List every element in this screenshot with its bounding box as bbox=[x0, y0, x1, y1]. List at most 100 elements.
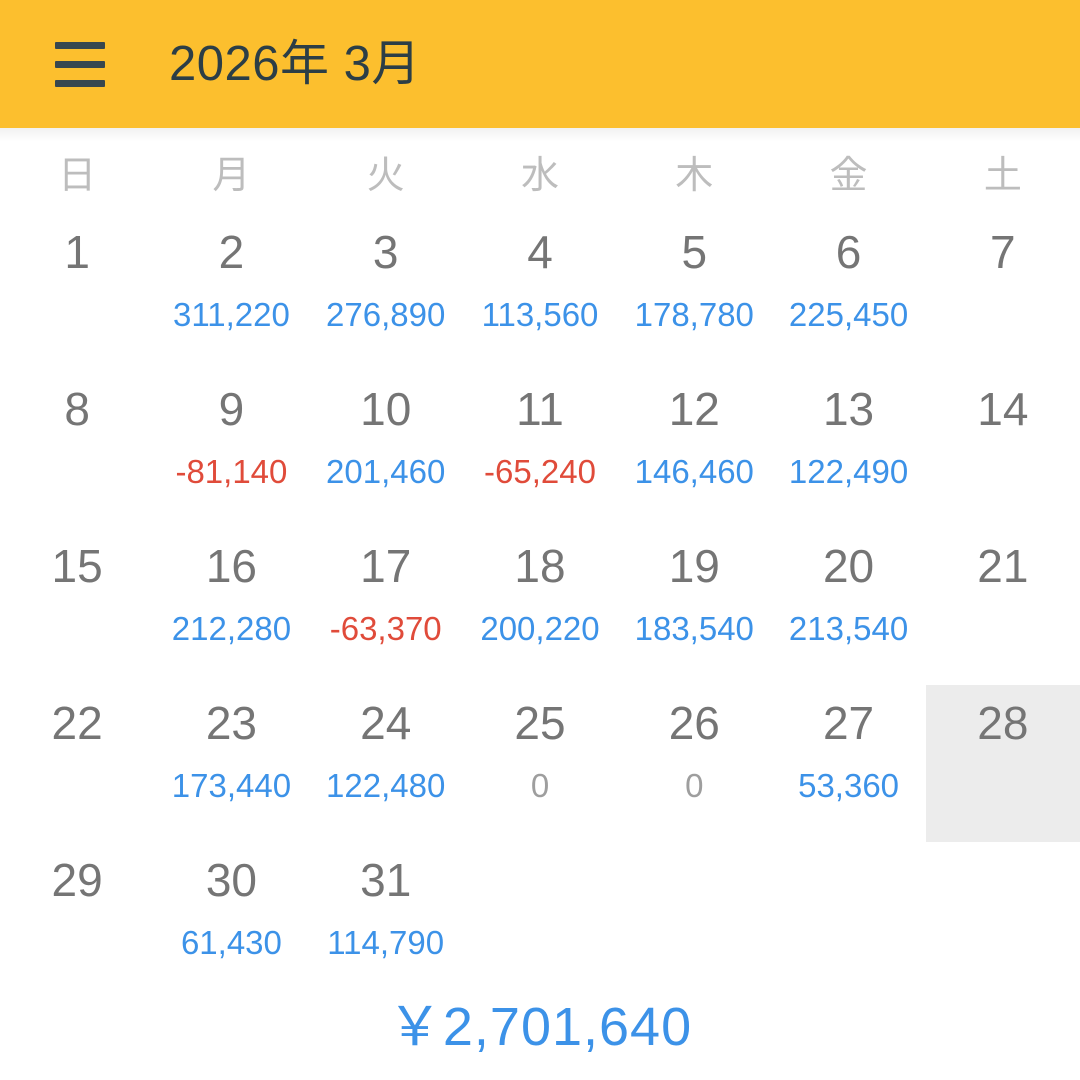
day-number: 19 bbox=[668, 540, 720, 592]
day-amount: 114,790 bbox=[327, 924, 445, 962]
day-cell[interactable]: 4 113,560 bbox=[463, 214, 617, 371]
weekday-friday: 金 bbox=[829, 154, 868, 197]
day-number: 9 bbox=[218, 383, 245, 435]
day-number: 1 bbox=[64, 226, 90, 278]
day-cell[interactable]: 7 bbox=[926, 214, 1080, 371]
weekday-monday: 月 bbox=[212, 154, 251, 197]
day-number: 3 bbox=[372, 226, 399, 278]
day-cell[interactable]: 10 201,460 bbox=[309, 371, 463, 528]
day-cell[interactable]: 14 bbox=[926, 371, 1080, 528]
day-number: 28 bbox=[977, 697, 1029, 749]
day-number: 7 bbox=[990, 226, 1016, 278]
calendar-week-row: 22 23 173,440 24 122,480 25 0 26 0 27 53,360 28 bbox=[0, 685, 1080, 842]
menu-bar-top bbox=[55, 41, 105, 49]
calendar-week-row: 29 30 61,430 31 114,790 bbox=[0, 842, 1080, 999]
day-number: 18 bbox=[514, 540, 566, 592]
day-amount: 122,490 bbox=[788, 453, 909, 491]
monthly-total-amount: ￥2,701,640 bbox=[387, 996, 693, 1057]
day-amount: 200,220 bbox=[480, 610, 600, 648]
day-number: 16 bbox=[205, 540, 257, 592]
day-cell[interactable]: 13 122,490 bbox=[771, 371, 925, 528]
day-cell[interactable]: 27 53,360 bbox=[771, 685, 925, 842]
day-amount: 212,280 bbox=[171, 610, 292, 648]
day-cell[interactable]: 31 114,790 bbox=[309, 842, 463, 999]
weekday-thursday: 木 bbox=[675, 154, 714, 197]
day-number: 8 bbox=[64, 383, 90, 435]
day-amount: 0 bbox=[530, 767, 550, 805]
app-bar: 2026年 3月 bbox=[0, 0, 1080, 128]
day-number: 26 bbox=[668, 697, 720, 749]
day-amount: 122,480 bbox=[326, 767, 446, 805]
day-cell[interactable]: 9 -81,140 bbox=[154, 371, 308, 528]
page-title[interactable]: 2026年 3月 bbox=[169, 36, 421, 91]
day-number: 22 bbox=[51, 697, 103, 749]
day-cell[interactable]: 26 0 bbox=[617, 685, 771, 842]
weekday-saturday: 土 bbox=[983, 154, 1022, 197]
day-amount: 276,890 bbox=[326, 296, 446, 334]
day-amount: 173,440 bbox=[171, 767, 292, 805]
day-cell[interactable]: 16 212,280 bbox=[154, 528, 308, 685]
day-number: 27 bbox=[822, 697, 875, 749]
day-amount: 201,460 bbox=[326, 453, 446, 491]
day-cell[interactable]: 2 311,220 bbox=[154, 214, 308, 371]
day-cell[interactable]: 23 173,440 bbox=[154, 685, 308, 842]
day-number: 14 bbox=[977, 383, 1029, 435]
day-cell[interactable]: 17 -63,370 bbox=[309, 528, 463, 685]
day-number: 30 bbox=[205, 854, 257, 906]
day-number: 23 bbox=[205, 697, 257, 749]
day-cell[interactable]: 25 0 bbox=[463, 685, 617, 842]
calendar-week-row: 8 9 -81,140 10 201,460 11 -65,240 12 146,460 13 12… bbox=[0, 371, 1080, 528]
day-cell[interactable]: 8 bbox=[0, 371, 154, 528]
day-cell[interactable]: 15 bbox=[0, 528, 154, 685]
day-amount: 225,450 bbox=[788, 296, 909, 334]
day-cell[interactable]: 30 61,430 bbox=[154, 842, 308, 999]
day-cell[interactable]: 24 122,480 bbox=[309, 685, 463, 842]
calendar-grid: 日 月 火 水 木 金 土 1 2 311,220 3 276,890 4 113,560 5… bbox=[0, 128, 1080, 999]
day-cell[interactable]: 5 178,780 bbox=[617, 214, 771, 371]
calendar-weeks: 1 2 311,220 3 276,890 4 113,560 5 178,780 6 225,45… bbox=[0, 214, 1080, 999]
day-cell[interactable]: 12 146,460 bbox=[617, 371, 771, 528]
day-amount: 61,430 bbox=[180, 924, 282, 962]
day-cell[interactable]: 19 183,540 bbox=[617, 528, 771, 685]
day-cell[interactable]: 20 213,540 bbox=[771, 528, 925, 685]
day-number: 20 bbox=[822, 540, 875, 592]
day-cell[interactable]: 28 bbox=[925, 685, 1080, 842]
day-cell[interactable]: 22 bbox=[0, 685, 154, 842]
day-cell[interactable]: 11 -65,240 bbox=[463, 371, 617, 528]
day-number: 13 bbox=[822, 383, 875, 435]
day-cell[interactable]: 1 bbox=[0, 214, 154, 371]
day-number: 15 bbox=[51, 540, 103, 592]
menu-bar-middle bbox=[55, 60, 105, 68]
day-amount: 146,460 bbox=[634, 453, 754, 491]
day-cell[interactable]: 3 276,890 bbox=[309, 214, 463, 371]
day-number: 21 bbox=[977, 540, 1029, 592]
day-amount: 53,360 bbox=[798, 767, 900, 805]
day-number: 24 bbox=[360, 697, 412, 749]
day-amount: 183,540 bbox=[634, 610, 754, 648]
day-number: 6 bbox=[835, 226, 862, 278]
day-cell[interactable]: 18 200,220 bbox=[463, 528, 617, 685]
day-number: 4 bbox=[527, 226, 553, 278]
day-number: 11 bbox=[516, 383, 564, 435]
weekday-header-row: 日 月 火 水 木 金 土 bbox=[0, 128, 1080, 214]
weekday-wednesday: 水 bbox=[520, 154, 559, 197]
day-number: 5 bbox=[681, 226, 708, 278]
weekday-tuesday: 火 bbox=[366, 154, 405, 197]
day-number: 2 bbox=[218, 226, 245, 278]
day-number: 29 bbox=[51, 854, 103, 906]
calendar-week-row: 1 2 311,220 3 276,890 4 113,560 5 178,780 6 225,45… bbox=[0, 214, 1080, 371]
day-amount: 0 bbox=[685, 767, 704, 805]
day-cell[interactable]: 29 bbox=[0, 842, 154, 999]
hamburger-menu-icon[interactable] bbox=[38, 22, 122, 106]
day-cell[interactable]: 21 bbox=[926, 528, 1080, 685]
day-cell[interactable]: 6 225,450 bbox=[771, 214, 925, 371]
day-amount: 311,220 bbox=[173, 296, 290, 334]
day-number: 12 bbox=[668, 383, 720, 435]
weekday-sunday: 日 bbox=[58, 154, 97, 197]
calendar-week-row: 15 16 212,280 17 -63,370 18 200,220 19 183,540 20… bbox=[0, 528, 1080, 685]
day-amount: 113,560 bbox=[481, 296, 599, 334]
day-amount: -81,140 bbox=[175, 453, 288, 491]
day-amount: -63,370 bbox=[329, 610, 442, 648]
day-number: 25 bbox=[514, 697, 566, 749]
